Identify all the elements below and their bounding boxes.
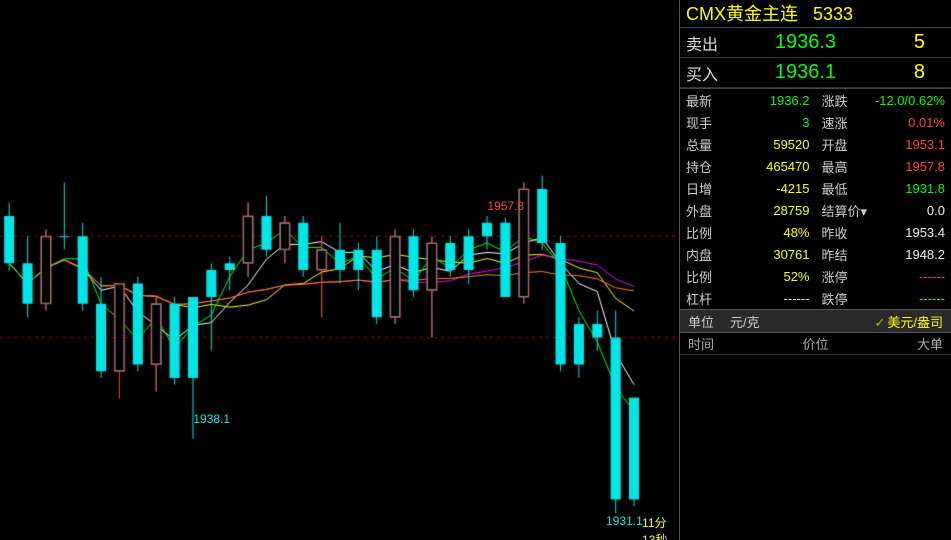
low-annotation-2: 1931.1	[606, 514, 643, 528]
tick-table-body	[680, 355, 951, 540]
stat-row: 总量59520开盘1953.1	[680, 133, 951, 155]
bid-qty: 8	[836, 61, 945, 84]
stat-row: 比例48%昨收1953.4	[680, 221, 951, 243]
unit-option-cny[interactable]: 元/克	[722, 312, 768, 331]
stats-grid: 最新1936.2涨跌-12.0/0.62%现手3速涨0.01%总量59520开盘…	[680, 89, 951, 309]
stat-row: 日增-4215最低1931.8	[680, 177, 951, 199]
instrument-title: CMX黄金主连 5333	[680, 0, 951, 28]
ask-qty: 5	[836, 31, 945, 54]
unit-label: 单位	[680, 312, 722, 331]
bid-label: 买入	[686, 61, 736, 85]
high-annotation: 1957.8	[487, 199, 524, 213]
stat-row: 现手3速涨0.01%	[680, 111, 951, 133]
low-annotation-1: 1938.1	[193, 412, 230, 426]
ask-label: 卖出	[686, 31, 736, 55]
stat-row: 外盘28759结算价▾0.0	[680, 199, 951, 221]
countdown-timer: 11分13秒	[642, 514, 679, 540]
stat-row: 杠杆------跌停------	[680, 287, 951, 309]
tick-table-header: 时间 价位 大单	[680, 333, 951, 355]
quote-panel: CMX黄金主连 5333 卖出 1936.3 5 买入 1936.1 8 最新1…	[680, 0, 951, 540]
bid-row[interactable]: 买入 1936.1 8	[680, 58, 951, 88]
stat-row: 持仓465470最高1957.8	[680, 155, 951, 177]
bid-price: 1936.1	[736, 61, 836, 84]
tick-col-size: 大单	[861, 334, 951, 353]
instrument-name: CMX黄金主连	[686, 4, 798, 24]
ask-price: 1936.3	[736, 31, 836, 54]
tick-col-time: 时间	[680, 334, 770, 353]
stat-row: 内盘30761昨结1948.2	[680, 243, 951, 265]
candlestick-chart[interactable]: 1957.8 1938.1 1931.1 11分13秒	[0, 0, 680, 540]
tick-col-price: 价位	[770, 334, 860, 353]
stat-row: 比例52%涨停------	[680, 265, 951, 287]
ask-row[interactable]: 卖出 1936.3 5	[680, 28, 951, 58]
stat-row: 最新1936.2涨跌-12.0/0.62%	[680, 89, 951, 111]
instrument-code: 5333	[813, 4, 853, 24]
unit-option-usd[interactable]: ✓美元/盎司	[768, 312, 951, 331]
unit-selector[interactable]: 单位 元/克 ✓美元/盎司	[680, 309, 951, 333]
